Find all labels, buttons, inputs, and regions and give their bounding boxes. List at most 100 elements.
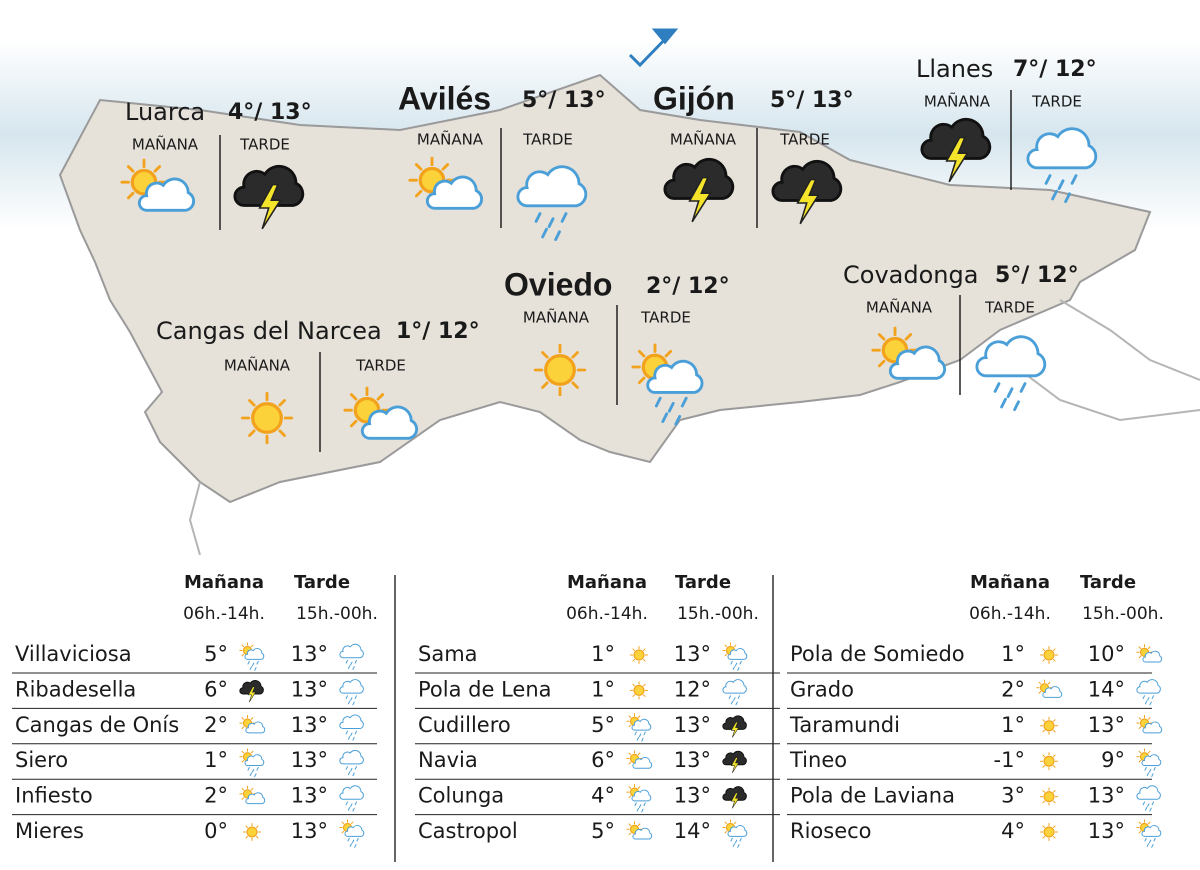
weather-icon (722, 750, 747, 774)
weather-icon (722, 642, 748, 671)
sun-ray (255, 825, 259, 829)
rain-drop (350, 732, 353, 737)
weather-icon (626, 821, 653, 840)
weather-icon (1039, 716, 1059, 735)
sun (544, 354, 576, 386)
afternoon-label: TARDE (984, 299, 1035, 317)
sun-ray (1052, 658, 1056, 662)
cloud (771, 159, 843, 202)
sun-ray (248, 429, 256, 437)
header-morning-hours: 06h.-14h. (183, 604, 265, 624)
place-name: Pola de Lena (418, 677, 552, 701)
rain-drop (1146, 772, 1150, 777)
weather-icon (1036, 679, 1063, 698)
cloud (722, 750, 747, 766)
weather-icon (239, 748, 265, 777)
rain-drop (1147, 697, 1150, 701)
weather-icon (239, 714, 266, 734)
weather-icon (629, 681, 649, 700)
lightning (258, 183, 282, 230)
rain-drop (674, 414, 682, 426)
afternoon-temp: 9° (1101, 748, 1125, 772)
rain-drop (1057, 179, 1065, 191)
weather-icon (722, 819, 748, 848)
sun-ray (241, 760, 245, 763)
place-name: Ribadesella (15, 677, 136, 701)
weather-icon (1136, 644, 1163, 663)
rain-drop (739, 837, 742, 842)
rain-drop (734, 662, 738, 667)
city-temps: 5°/ 13° (770, 88, 854, 113)
morning-label: MAÑANA (224, 356, 291, 375)
morning-temp: 6° (591, 748, 615, 772)
sun (633, 684, 645, 696)
rain-drop (349, 843, 353, 847)
sun-ray (241, 787, 245, 791)
place-name: Grado (790, 677, 854, 701)
sun-ray (241, 797, 245, 800)
city-temps: 1°/ 12° (396, 319, 480, 344)
cloud (339, 643, 364, 659)
rain-drop (356, 837, 359, 842)
morning-temp: 5° (591, 819, 615, 843)
weather-icon (516, 165, 588, 242)
sun-ray (1052, 835, 1056, 839)
cloud (1026, 127, 1098, 170)
sun-ray (245, 825, 249, 829)
morning-temp: 0° (204, 819, 228, 843)
rain-drop (1006, 387, 1014, 399)
sun-ray (628, 795, 632, 799)
cloud (631, 789, 652, 802)
rain-drop (735, 701, 738, 706)
rain-drop (354, 695, 357, 699)
weather-icon (920, 117, 992, 183)
sun-ray (724, 644, 728, 648)
city-temps: 5°/ 13° (522, 88, 606, 113)
rain-drop (1148, 839, 1152, 844)
morning-temp: 2° (204, 713, 228, 737)
weather-icon (1026, 127, 1098, 204)
sun-ray (1052, 719, 1056, 722)
cloud (339, 714, 364, 729)
sun (1043, 720, 1055, 732)
rain-drop (728, 695, 731, 699)
border (1019, 369, 1200, 422)
header-morning-hours: 06h.-14h. (969, 604, 1051, 624)
rain-drop (739, 660, 742, 665)
sun-ray (632, 683, 636, 687)
rain-drop (680, 396, 688, 408)
weather-icon (339, 643, 364, 670)
rain-drop (641, 737, 644, 742)
cloud (1042, 686, 1063, 698)
header-afternoon: Tarde (294, 572, 350, 593)
sun-ray (1042, 790, 1046, 793)
rain-drop (634, 802, 637, 807)
sun-ray (126, 165, 135, 173)
weather-icon (120, 158, 196, 212)
sun (1043, 826, 1055, 838)
lightning (796, 178, 820, 225)
rain-drop (247, 660, 250, 665)
sun-ray (541, 381, 549, 389)
morning-temp: 4° (1001, 819, 1025, 843)
header-afternoon-hours: 15h.-00h. (677, 604, 759, 624)
sun-ray (1138, 750, 1142, 754)
morning-temp: 2° (1001, 677, 1025, 701)
city-temps: 7°/ 12° (1013, 57, 1097, 82)
rain-drop (1051, 189, 1058, 201)
weather-icon (722, 679, 747, 706)
sun-ray (241, 717, 245, 720)
weather-icon (1039, 752, 1059, 771)
sun-ray (1052, 825, 1056, 829)
afternoon-temp: 12° (674, 677, 711, 701)
header-afternoon: Tarde (675, 572, 731, 593)
place-name: Infiesto (15, 784, 93, 808)
afternoon-label: TARDE (239, 136, 290, 154)
place-name: Taramundi (789, 713, 900, 737)
sun-ray (637, 349, 646, 358)
sun-ray (1052, 729, 1056, 733)
sun-ray (245, 835, 249, 839)
morning-temp: 1° (1001, 642, 1025, 666)
afternoon-temp: 13° (1088, 819, 1125, 843)
rain-drop (1144, 700, 1148, 705)
